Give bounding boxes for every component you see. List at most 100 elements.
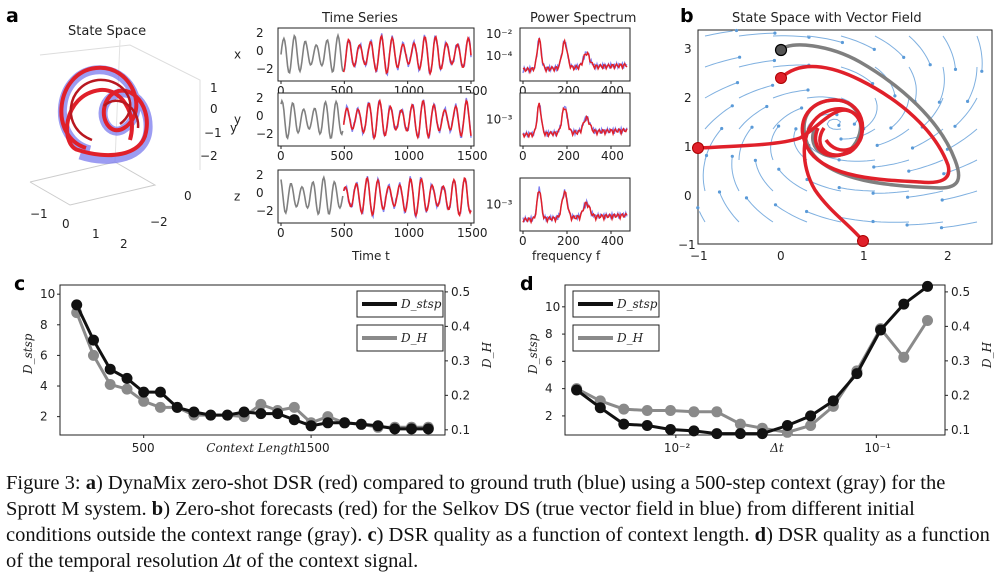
time-series-row-y: y20−20 500 1000 1500 — [234, 91, 488, 163]
data-point — [898, 351, 910, 363]
ts-xtick: 0 — [277, 226, 285, 240]
data-point — [288, 414, 300, 426]
time-series-row-x: x20−20 500 1000 1500 — [234, 26, 488, 98]
forecast-signal — [342, 98, 472, 141]
streamline-arrow — [720, 126, 724, 131]
data-point — [406, 423, 417, 435]
data-point — [288, 401, 300, 413]
right-ytick: 0.4 — [951, 319, 970, 333]
data-point — [711, 406, 723, 418]
streamline-arrow — [871, 219, 875, 224]
legend-label: D_stsp — [616, 297, 658, 311]
streamline — [826, 118, 842, 130]
data-point — [221, 409, 233, 421]
legend-label: D_stsp — [400, 297, 442, 311]
box-floor — [29, 161, 157, 206]
streamline-arrow — [750, 125, 754, 129]
left-y-axis-label: D_stsp — [21, 333, 35, 375]
left-ytick: 2 — [545, 409, 553, 423]
ts-ytick: 2 — [256, 91, 264, 105]
streamline — [877, 128, 910, 146]
data-point — [205, 409, 217, 421]
vf-xtick-1: 1 — [860, 249, 868, 263]
data-point — [641, 405, 653, 416]
ps-xtick: 400 — [601, 149, 624, 163]
ss-xtick-1: 0 — [62, 217, 70, 231]
streamline-arrow — [942, 172, 946, 176]
series-line-0 — [575, 285, 929, 436]
streamline-arrow — [893, 94, 897, 98]
right-ytick: 0.3 — [951, 354, 970, 368]
streamline-arrow — [837, 123, 841, 127]
ss-xtick-0: −1 — [30, 207, 48, 221]
state-space-3d: State Space −1 0 1 2 −2 0 1 0 −1 −2 y — [29, 24, 237, 251]
streamline-arrow — [765, 104, 769, 109]
ps-xtick: 200 — [557, 234, 580, 248]
streamline — [793, 128, 808, 161]
data-point — [389, 423, 401, 435]
data-point — [734, 428, 746, 440]
vf-ytick-0: 0 — [684, 189, 692, 203]
left-ytick: 6 — [40, 348, 48, 362]
streamline — [738, 84, 773, 99]
streamline-arrow — [837, 158, 841, 162]
streamline-arrow — [772, 58, 777, 63]
forecast-attractor — [59, 65, 149, 158]
vf-ytick-3: 3 — [684, 42, 692, 56]
streamline — [719, 191, 740, 223]
streamline-arrow — [837, 186, 841, 190]
caption-b-text: ) Zero-shot forecasts (red) for the Selk… — [6, 498, 915, 546]
data-point — [138, 386, 150, 398]
streamline — [947, 128, 978, 150]
data-point — [322, 417, 334, 429]
caption-d-text2: of the context signal. — [241, 550, 419, 572]
power-spectrum-title: Power Spectrum — [530, 11, 636, 26]
streamline-arrow — [928, 63, 932, 67]
xtick: 1500 — [299, 441, 330, 455]
panel-label-a: a — [6, 5, 19, 27]
caption-c-label: c — [367, 524, 377, 546]
left-ytick: 4 — [545, 382, 553, 396]
streamline — [775, 204, 808, 223]
streamline-arrow — [889, 126, 893, 130]
panel-label-c: c — [14, 273, 25, 295]
forecast-spectrum — [522, 37, 628, 75]
streamline-arrow — [773, 203, 778, 207]
ts-ytick: 0 — [256, 44, 264, 58]
streamline — [839, 216, 876, 223]
series-line-0 — [75, 304, 429, 431]
power-spectrum-row-3: 10⁻³ 0 200 400 — [486, 177, 631, 248]
data-point — [88, 349, 99, 361]
forecast-spectrum — [522, 189, 628, 225]
streamline — [704, 82, 738, 99]
ss-ytick-1: 0 — [184, 189, 192, 203]
streamline — [704, 56, 740, 68]
streamline-arrow — [872, 165, 876, 169]
streamline-arrow — [907, 169, 911, 173]
vf-xtick-2: 2 — [944, 249, 952, 263]
right-ytick: 0.5 — [451, 285, 470, 299]
forecast-trajectory-3 — [802, 106, 865, 243]
power-spectrum-xlabel: frequency f — [532, 249, 601, 263]
ts-ytick: 0 — [256, 186, 264, 200]
ts-xtick: 1000 — [394, 226, 425, 240]
ts-ylabel-x: x — [234, 48, 241, 62]
ts-xtick: 1500 — [457, 226, 488, 240]
streamline-arrow — [871, 191, 875, 195]
streamline-arrow — [734, 28, 739, 33]
data-point — [104, 379, 116, 390]
ts-ytick: −2 — [256, 127, 274, 141]
streamline — [738, 60, 775, 68]
xtick: 10⁻² — [664, 441, 691, 455]
data-point — [594, 402, 606, 414]
streamline — [754, 160, 774, 192]
left-ytick: 8 — [545, 327, 553, 341]
streamline-arrow — [773, 31, 777, 35]
streamline-arrow — [730, 104, 734, 108]
streamline-arrow — [806, 88, 810, 92]
streamline-arrow — [744, 196, 749, 200]
vf-ytick-1: 1 — [684, 140, 692, 154]
streamline-arrow — [939, 226, 944, 230]
streamline-arrow — [805, 209, 809, 214]
